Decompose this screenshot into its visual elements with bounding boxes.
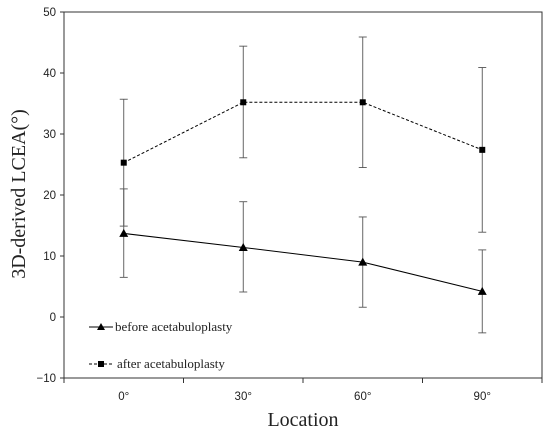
legend-item-before: before acetabuloplasty [89,319,233,334]
y-tick-label: 30 [43,129,56,141]
legend-item-after: after acetabuloplasty [89,356,225,371]
data-point-after [120,159,127,166]
legend-marker-before [97,323,105,330]
y-tick-label: 0 [50,312,56,324]
y-tick-label: −10 [36,373,56,385]
x-axis-ticks: 0° 30° 60° 90° [63,378,543,403]
series-line-before [123,232,483,292]
series-markers [119,99,487,295]
y-tick-label: 20 [43,190,56,202]
x-tick-label: 30° [235,391,252,403]
data-point-before [358,257,368,266]
y-tick-label: 40 [43,68,56,80]
x-axis-title: Location [267,409,338,431]
y-tick-label: 10 [43,251,56,263]
x-tick-label: 60° [354,391,371,403]
data-point-after [479,146,486,153]
legend: before acetabuloplasty after acetabulopl… [89,319,233,371]
plot-area [63,11,543,379]
series-lines [123,101,483,292]
legend-label-before: before acetabuloplasty [115,319,233,334]
y-axis-ticks: −10 0 10 20 30 40 50 [36,7,64,385]
data-point-before [119,228,129,237]
data-point-before [238,242,248,251]
x-tick-label: 0° [118,391,129,403]
data-point-after [240,99,247,106]
y-tick-label: 50 [43,7,56,19]
data-point-before [477,286,487,295]
y-axis-title: 3D-derived LCEA(°) [8,109,30,279]
x-tick-label: 90° [474,391,491,403]
series-line-after [123,101,483,164]
legend-label-after: after acetabuloplasty [117,356,225,371]
legend-marker-after [98,361,104,367]
data-point-after [359,99,366,106]
